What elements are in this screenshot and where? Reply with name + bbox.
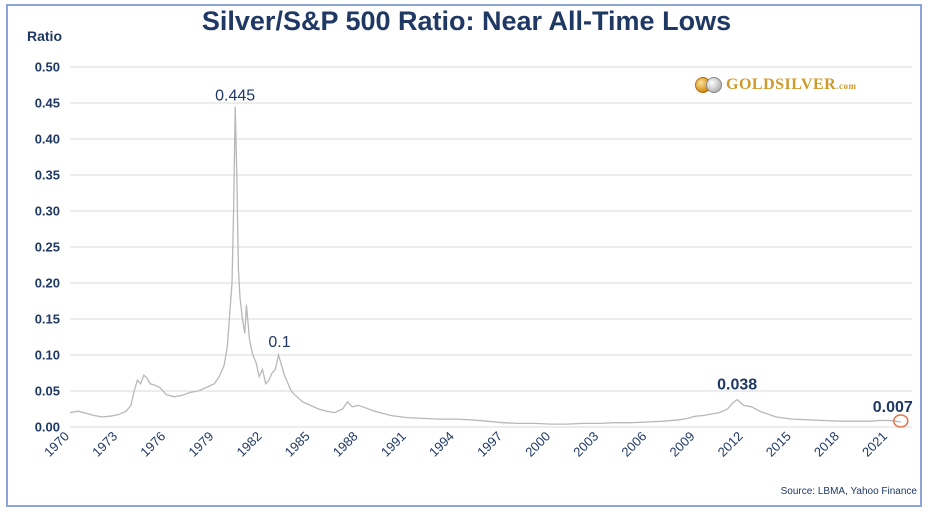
x-tick-label: 1979 [185, 429, 216, 460]
y-tick-label: 0.30 [35, 204, 60, 219]
x-tick-label: 2006 [618, 429, 649, 460]
x-tick-label: 2018 [811, 429, 842, 460]
logo-text: GOLDSILVER.com [726, 76, 857, 93]
chart-frame [6, 4, 922, 507]
x-tick-label: 1982 [234, 429, 265, 460]
x-tick-label: 1985 [282, 429, 313, 460]
x-tick-label: 2021 [859, 429, 890, 460]
x-tick-label: 2015 [763, 429, 794, 460]
x-tick-label: 1997 [474, 429, 505, 460]
series-line [69, 106, 901, 425]
x-tick-labels: 1970 1973 1976 1979 1982 1985 1988 1991 1994 1997… [41, 429, 890, 460]
x-tick-label: 1991 [378, 429, 409, 460]
y-tick-label: 0.50 [35, 60, 60, 75]
source-note: Source: LBMA, Yahoo Finance [780, 486, 917, 497]
annotations: 0.445 0.1 0.038 0.007 [215, 88, 913, 416]
grid-lines [70, 66, 912, 428]
y-tick-label: 0.20 [35, 276, 60, 291]
annotation-label: 0.445 [215, 88, 255, 105]
annotation-label: 0.1 [268, 334, 290, 351]
silver-coin-icon [706, 77, 722, 93]
x-tick-label: 1973 [89, 429, 120, 460]
annotation-label: 0.007 [873, 399, 913, 416]
y-tick-label: 0.10 [35, 348, 60, 363]
y-tick-label: 0.45 [35, 96, 60, 111]
x-tick-label: 1976 [137, 429, 168, 460]
x-tick-label: 2003 [570, 429, 601, 460]
goldsilver-logo: GOLDSILVER.com [695, 76, 856, 94]
x-tick-label: 2009 [667, 429, 698, 460]
y-tick-label: 0.35 [35, 168, 60, 183]
y-tick-label: 0.40 [35, 132, 60, 147]
y-tick-labels: 0.00 0.05 0.10 0.15 0.20 0.25 0.30 0.35 0.40 0.45… [35, 60, 60, 435]
y-tick-label: 0.25 [35, 240, 60, 255]
x-tick-label: 2000 [522, 429, 553, 460]
y-tick-label: 0.05 [35, 384, 60, 399]
x-tick-label: 2012 [715, 429, 746, 460]
x-tick-label: 1988 [330, 429, 361, 460]
chart-title: Silver/S&P 500 Ratio: Near All-Time Lows [201, 6, 732, 36]
annotation-label: 0.038 [717, 377, 757, 394]
x-tick-label: 1994 [426, 429, 457, 460]
y-tick-label: 0.15 [35, 312, 60, 327]
y-axis-label: Ratio [27, 28, 62, 44]
current-value-highlight [893, 414, 909, 428]
y-tick-label: 0.00 [35, 420, 60, 435]
